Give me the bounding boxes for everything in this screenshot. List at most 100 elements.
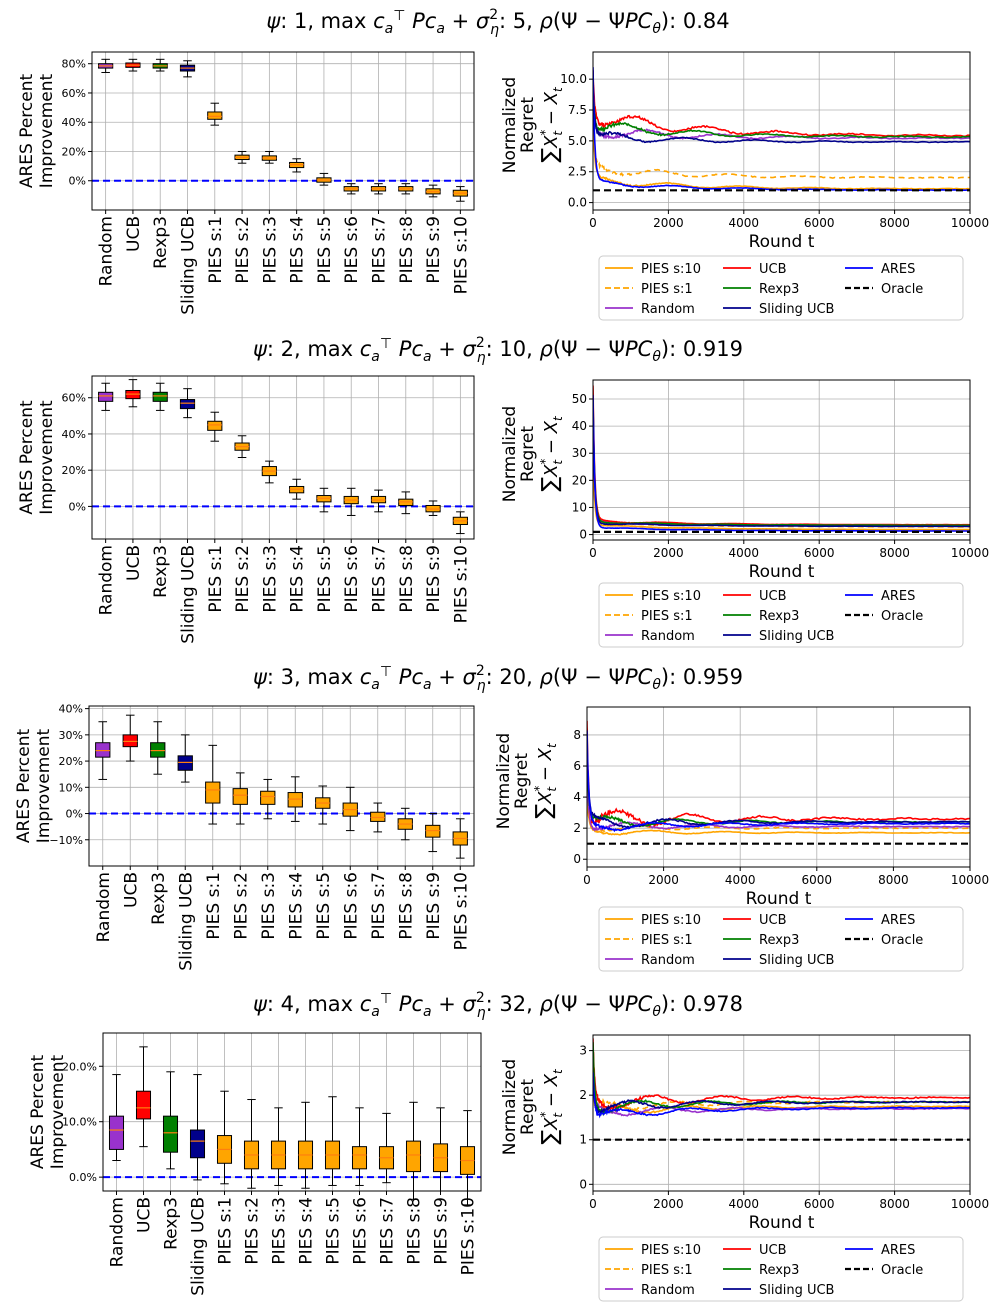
title-part: P xyxy=(405,9,425,33)
panel-1: ψ: 1, max ca⊤ Pca + σ2 η: 5, ρ(Ψ − ΨPCθ):… xyxy=(17,7,989,321)
y-tick-label: 20.0% xyxy=(62,1060,97,1073)
box-pies-s-10 xyxy=(459,1110,476,1206)
x-tick-label: PIES s:6 xyxy=(351,1197,371,1265)
legend-label: UCB xyxy=(759,262,787,277)
title-part: a xyxy=(423,1004,432,1020)
box-iqr xyxy=(189,1129,206,1159)
box-iqr xyxy=(425,824,441,838)
formula-part: X xyxy=(541,464,562,478)
x-tick-label: 0 xyxy=(589,216,597,230)
title-part: σ xyxy=(463,337,477,361)
x-tick-label: 4000 xyxy=(725,873,756,887)
y-tick-label: 80% xyxy=(62,58,86,71)
title-part: : 20, xyxy=(486,665,540,689)
box-pies-s-6 xyxy=(343,487,359,516)
y-tick-label: 60% xyxy=(62,392,86,405)
series-rexp3 xyxy=(593,87,970,139)
title-part: PC xyxy=(625,9,653,33)
series-pies-s-10 xyxy=(593,454,970,531)
y-axis-formula: ∑X*t − Xt xyxy=(538,86,565,163)
legend: PIES s:10 PIES s:1 Random UCB Rexp3 Sliding U… xyxy=(598,906,964,972)
title-part: ψ xyxy=(253,992,268,1016)
y-tick-label: 2 xyxy=(579,1088,587,1102)
box-iqr xyxy=(232,788,248,805)
title-part: PC xyxy=(625,665,653,689)
title-part: ρ xyxy=(539,665,553,689)
box-pies-s-1 xyxy=(207,102,223,126)
formula-part: t xyxy=(551,415,565,421)
x-tick-label: PIES s:10 xyxy=(451,872,471,950)
box-pies-s-1 xyxy=(207,411,223,442)
series-sliding-ucb xyxy=(587,746,970,830)
legend-label: UCB xyxy=(759,589,787,604)
title-part: ): 0.959 xyxy=(661,665,743,689)
title-part: + xyxy=(432,337,463,361)
y-axis-label: Regret xyxy=(518,426,538,482)
x-tick-label: 4000 xyxy=(729,216,760,230)
series-rexp3 xyxy=(587,751,970,828)
box-pies-s-7 xyxy=(378,1112,395,1184)
series-rexp3 xyxy=(593,399,970,527)
x-tick-label: PIES s:4 xyxy=(297,1197,317,1265)
panel-title: ψ: 3, max ca⊤ Pca + σ2 η: 20, ρ(Ψ − ΨPCθ)… xyxy=(253,663,743,694)
box-pies-s-3 xyxy=(261,150,277,164)
formula-part: ∑ xyxy=(538,477,563,492)
y-tick-label: 0 xyxy=(579,1177,587,1191)
x-tick-label: Random xyxy=(94,872,114,942)
title-part: (Ψ − Ψ xyxy=(553,665,625,689)
formula-part: X xyxy=(541,420,562,434)
x-tick-label: PIES s:1 xyxy=(216,1197,236,1265)
box-pies-s-2 xyxy=(234,435,250,458)
x-tick-label: 6000 xyxy=(804,546,835,560)
box-pies-s-1 xyxy=(205,744,221,825)
title-part: c xyxy=(373,9,385,33)
formula-part: * xyxy=(532,786,546,792)
x-tick-label: PIES s:4 xyxy=(288,545,308,613)
box-rexp3 xyxy=(162,1071,179,1170)
title-part: + xyxy=(432,665,463,689)
formula-part: t xyxy=(545,742,559,748)
x-tick-label: 6000 xyxy=(804,1197,835,1211)
formula-part: − xyxy=(541,104,562,131)
x-tick-label: 10000 xyxy=(951,873,989,887)
y-axis-label: Regret xyxy=(518,1079,538,1135)
box-pies-s-8 xyxy=(397,807,413,841)
y-axis-label: Normalized xyxy=(500,77,520,173)
x-axis-label: Round t xyxy=(749,232,815,252)
x-tick-label: PIES s:9 xyxy=(424,545,444,613)
box-pies-s-9 xyxy=(425,500,441,516)
title-part: a xyxy=(423,677,432,693)
y-axis-label: Normalized xyxy=(500,1059,520,1155)
title-part: a xyxy=(436,21,445,37)
x-tick-label: PIES s:7 xyxy=(370,216,390,284)
y-tick-label: 40% xyxy=(62,116,86,129)
x-tick-label: PIES s:8 xyxy=(405,1197,425,1265)
title-part: P xyxy=(392,665,412,689)
title-part: : 1, max xyxy=(280,9,373,33)
box-pies-s-5 xyxy=(324,1096,341,1186)
title-part: : 2, max xyxy=(267,337,360,361)
y-axis-label: Improvement xyxy=(37,73,57,188)
title-part: c xyxy=(360,992,372,1016)
y-tick-label: 20% xyxy=(62,145,86,158)
y-axis-label: ARES Percent xyxy=(17,73,37,188)
formula-part: − xyxy=(535,760,556,787)
legend-label: ARES xyxy=(881,1243,915,1258)
legend-frame xyxy=(598,582,964,648)
x-tick-label: 4000 xyxy=(729,1197,760,1211)
title-part: ): 0.84 xyxy=(661,9,730,33)
x-tick-label: 6000 xyxy=(804,216,835,230)
box-pies-s-10 xyxy=(452,818,468,859)
panel-title: ψ: 4, max ca⊤ Pca + σ2 η: 32, ρ(Ψ − ΨPCθ)… xyxy=(253,990,743,1021)
legend-label: Rexp3 xyxy=(759,933,799,948)
box-plot: 0.0% 10.0% 20.0% Random UCB Rexp3 Sliding UCB P… xyxy=(28,1032,482,1296)
series-pies-s-10 xyxy=(587,794,970,836)
x-axis-label: Round t xyxy=(746,889,812,909)
y-axis-label: Improvement xyxy=(34,728,54,843)
title-part: ρ xyxy=(539,337,553,361)
y-tick-label: 0.0% xyxy=(69,1171,97,1184)
box-pies-s-9 xyxy=(425,184,441,198)
x-tick-label: 6000 xyxy=(802,873,833,887)
x-tick-label: PIES s:2 xyxy=(243,1197,263,1265)
box-pies-s-6 xyxy=(351,1107,368,1186)
